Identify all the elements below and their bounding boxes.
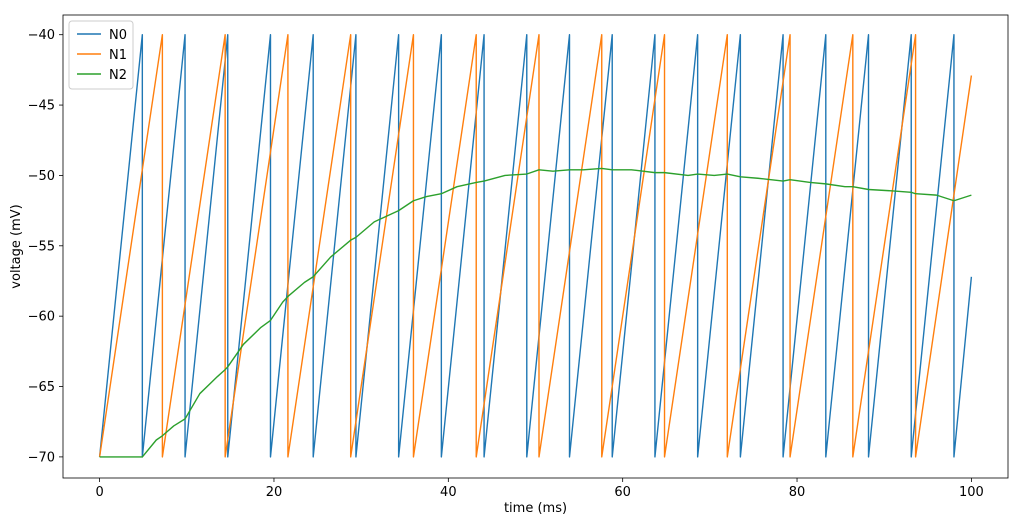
- y-axis: −70 −65 −60 −55 −50 −45 −40: [28, 28, 63, 465]
- legend-label-n1: N1: [109, 48, 127, 63]
- x-axis: 0 20 40 60 80 100: [95, 478, 984, 500]
- legend-label-n0: N0: [109, 28, 127, 43]
- series-layer: [98, 34, 973, 458]
- y-tick-label: −45: [28, 99, 55, 114]
- x-axis-label: time (ms): [504, 501, 567, 516]
- legend-label-n2: N2: [109, 68, 127, 83]
- x-tick-label: 60: [614, 485, 631, 500]
- plot-area: [62, 14, 1009, 479]
- y-tick-label: −50: [28, 169, 55, 184]
- y-tick-label: −40: [28, 28, 55, 43]
- x-tick-label: 20: [266, 485, 283, 500]
- y-tick-label: −55: [28, 239, 55, 254]
- legend: N0 N1 N2: [68, 20, 134, 90]
- series-line-n1: [98, 34, 973, 458]
- y-tick-label: −70: [28, 450, 55, 465]
- series-line-n2: [99, 167, 972, 458]
- x-tick-label: 0: [95, 485, 103, 500]
- y-axis-label: voltage (mV): [9, 204, 24, 288]
- y-tick-label: −60: [28, 310, 55, 325]
- x-tick-label: 40: [440, 485, 457, 500]
- legend-box: [68, 20, 134, 90]
- x-tick-label: 80: [789, 485, 806, 500]
- y-tick-label: −65: [28, 380, 55, 395]
- x-tick-label: 100: [959, 485, 984, 500]
- plot-frame: [62, 14, 1009, 479]
- series-line-n0: [98, 34, 973, 458]
